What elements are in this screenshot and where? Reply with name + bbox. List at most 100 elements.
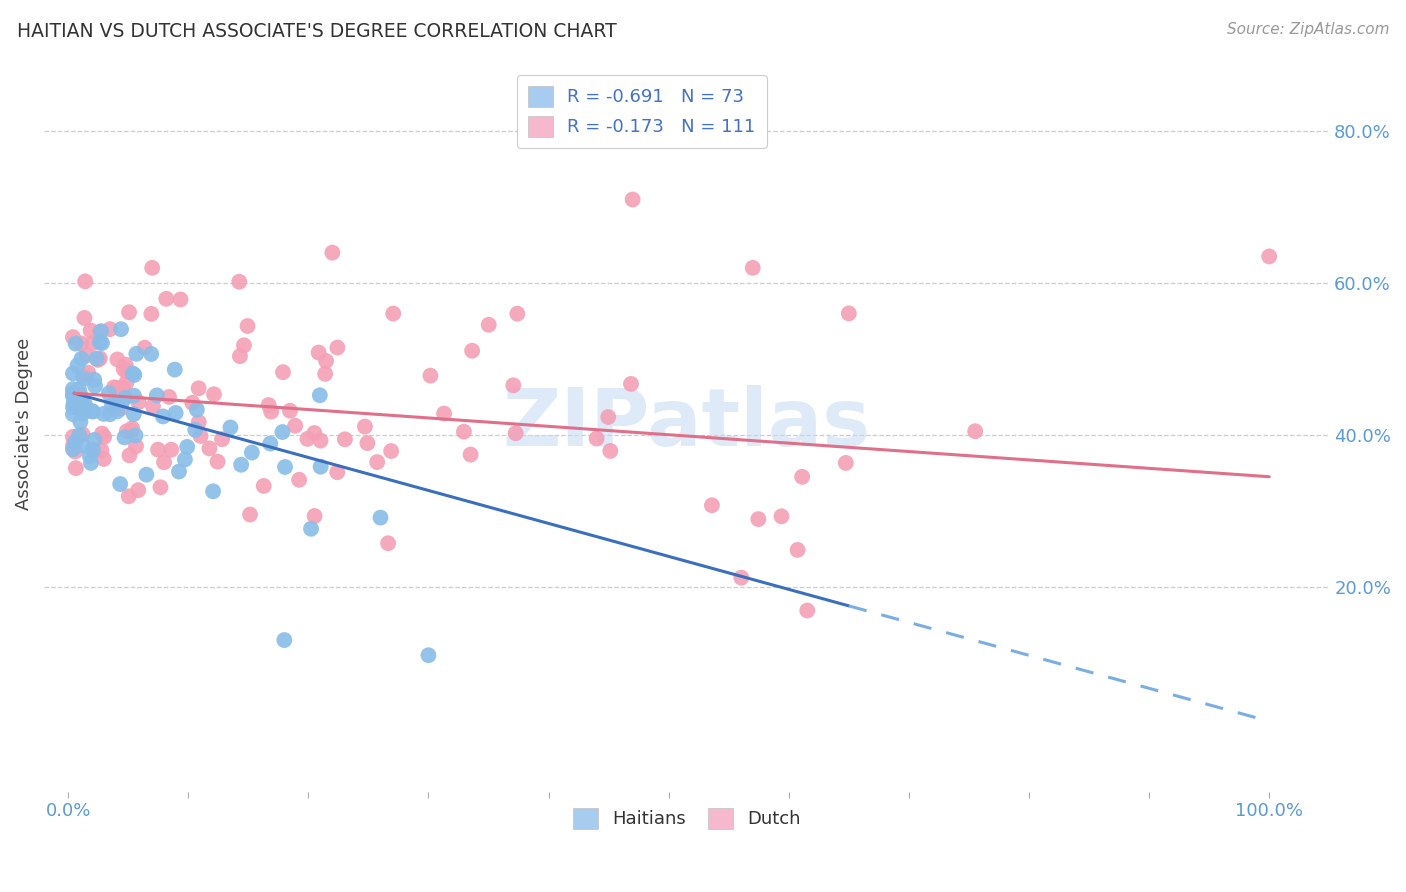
Point (160, 442, 183, 457)
Point (110, 401, 132, 416)
Point (239, 508, 262, 522)
Point (121, 421, 143, 435)
Point (585, 432, 607, 446)
Point (121, 367, 143, 381)
Point (72, 402, 94, 417)
Point (79, 449, 101, 463)
Point (66, 359, 89, 373)
Point (73, 399, 96, 413)
Point (299, 522, 322, 536)
Point (80, 404, 103, 418)
Point (502, 378, 524, 392)
Point (62, 430, 84, 444)
Point (599, 444, 621, 458)
Point (211, 432, 233, 446)
Point (786, 543, 808, 558)
Point (122, 389, 145, 403)
Point (146, 442, 169, 457)
Point (838, 306, 860, 320)
Point (506, 307, 529, 321)
Point (419, 368, 441, 383)
Point (273, 633, 295, 648)
Point (79, 324, 101, 338)
Point (356, 436, 378, 450)
Point (304, 508, 326, 523)
Point (598, 410, 620, 425)
Point (308, 388, 330, 402)
Point (93, 407, 115, 421)
Point (257, 398, 280, 412)
Point (163, 362, 186, 376)
Point (67, 428, 90, 442)
Point (72, 397, 94, 411)
Point (418, 648, 440, 663)
Point (1258, 249, 1281, 263)
Point (141, 260, 163, 275)
Point (91, 426, 114, 441)
Point (115, 365, 138, 379)
Point (98, 407, 121, 421)
Point (62, 385, 84, 400)
Point (77, 366, 100, 380)
Point (118, 305, 141, 319)
Point (271, 365, 294, 379)
Point (105, 404, 128, 418)
Point (233, 338, 256, 352)
Point (62, 367, 84, 381)
Point (82, 443, 104, 458)
Point (169, 293, 191, 307)
Point (321, 245, 343, 260)
Point (62, 400, 84, 414)
Point (260, 405, 283, 419)
Point (75, 398, 97, 412)
Point (142, 399, 165, 413)
Point (114, 430, 136, 444)
Point (98, 322, 121, 336)
Point (198, 442, 221, 456)
Text: Source: ZipAtlas.com: Source: ZipAtlas.com (1226, 22, 1389, 37)
Point (288, 473, 311, 487)
Point (174, 452, 197, 467)
Point (91, 336, 114, 351)
Point (380, 444, 402, 458)
Point (157, 390, 180, 404)
Point (65, 336, 87, 351)
Point (63, 435, 86, 450)
Point (236, 318, 259, 333)
Point (202, 387, 225, 401)
Point (207, 454, 229, 468)
Point (382, 307, 405, 321)
Point (90, 443, 112, 458)
Point (124, 428, 146, 442)
Point (75, 274, 97, 288)
Point (187, 381, 209, 395)
Point (72, 438, 94, 452)
Point (149, 480, 172, 494)
Point (155, 292, 177, 306)
Point (146, 388, 169, 402)
Point (82, 336, 104, 351)
Point (97, 386, 120, 401)
Point (80, 456, 103, 470)
Point (62, 382, 84, 396)
Point (377, 536, 399, 550)
Point (87, 352, 110, 367)
Point (792, 470, 814, 484)
Point (111, 395, 134, 409)
Point (93, 430, 115, 444)
Point (253, 479, 276, 493)
Point (284, 418, 307, 433)
Point (309, 459, 332, 474)
Point (433, 407, 456, 421)
Point (354, 419, 377, 434)
Point (127, 395, 149, 409)
Point (176, 440, 198, 454)
Point (621, 193, 644, 207)
Point (112, 362, 135, 376)
Point (229, 349, 252, 363)
Point (103, 380, 125, 394)
Point (165, 406, 187, 420)
Point (65, 461, 87, 475)
Point (104, 395, 127, 409)
Point (115, 376, 138, 390)
